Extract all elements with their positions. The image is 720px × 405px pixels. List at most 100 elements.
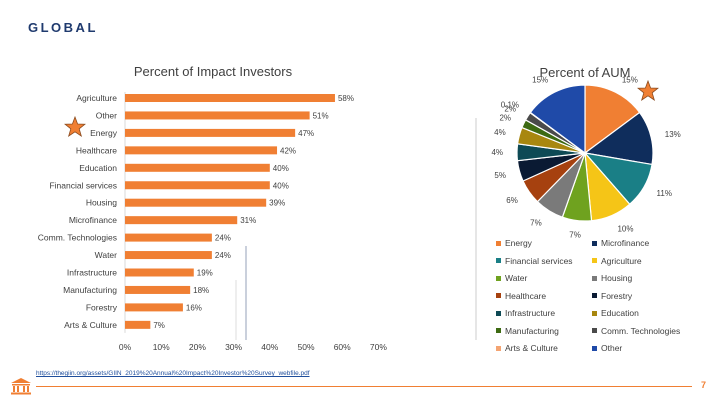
source-link[interactable]: https://thegiin.org/assets/GIIN_2019%20A… (36, 370, 310, 377)
legend-label: Healthcare (505, 290, 547, 301)
bar-value-label: 31% (240, 216, 256, 225)
legend-label: Microfinance (601, 238, 650, 248)
pie-value-label: 13% (665, 130, 681, 139)
legend-swatch (496, 240, 501, 246)
pie-value-label: 0.1% (501, 100, 519, 109)
pie-value-label: 7% (530, 219, 542, 228)
bar-category-label: Comm. Technologies (38, 233, 117, 243)
bar-category-label: Infrastructure (67, 268, 117, 278)
bar (125, 320, 151, 329)
pie-value-label: 11% (657, 189, 672, 198)
pie-value-label: 4% (494, 128, 506, 137)
legend-item: Infrastructure (496, 308, 555, 318)
bar (125, 181, 270, 190)
bar (125, 285, 191, 294)
pie-value-label: 15% (622, 76, 638, 85)
bar-category-label: Housing (86, 198, 117, 208)
legend-label: Forestry (601, 290, 633, 301)
legend-item: Other (592, 343, 622, 353)
bar-x-tick-label: 30% (225, 342, 242, 352)
legend-swatch (592, 293, 597, 298)
bar-value-label: 7% (153, 321, 165, 330)
legend-item: Healthcare (496, 291, 546, 301)
pie-slice (529, 84, 586, 155)
bar-value-label: 24% (215, 234, 231, 243)
legend-swatch (496, 310, 501, 316)
bar-value-label: 19% (197, 269, 213, 278)
bar (125, 146, 278, 155)
bar (125, 94, 335, 102)
legend-item: Agriculture (592, 256, 642, 266)
bar-category-label: Forestry (86, 302, 118, 312)
legend-label: Infrastructure (505, 308, 556, 318)
bar-category-label: Financial services (49, 180, 117, 190)
bar (125, 303, 183, 312)
bar-category-label: Microfinance (69, 215, 117, 225)
bar-value-label: 42% (280, 146, 296, 155)
legend-item: Forestry (592, 291, 632, 301)
legend-item: Arts & Culture (496, 343, 558, 353)
bar (125, 163, 270, 172)
bar-x-tick-label: 10% (153, 342, 170, 352)
page-number: 7 (700, 380, 706, 390)
bar (125, 268, 194, 277)
bar-value-label: 40% (273, 164, 289, 173)
bar (125, 111, 310, 120)
star-icon (637, 80, 659, 102)
legend-swatch (592, 258, 597, 263)
legend-swatch (592, 328, 597, 333)
legend-swatch (496, 258, 501, 263)
bar-x-tick-label: 60% (334, 342, 351, 352)
bar-value-label: 39% (269, 199, 285, 208)
legend-label: Arts & Culture (505, 343, 558, 353)
bar-category-label: Healthcare (76, 145, 117, 155)
pie-value-label: 10% (617, 224, 633, 233)
bar (125, 216, 238, 225)
bar-x-tick-label: 0% (119, 342, 132, 352)
legend-label: Water (505, 273, 528, 283)
legend-label: Energy (505, 238, 532, 248)
bar-category-label: Other (96, 110, 117, 120)
legend-swatch (592, 275, 597, 281)
bar-value-label: 47% (298, 129, 314, 138)
legend-label: Housing (601, 273, 633, 283)
pie-slice (584, 84, 641, 155)
bar-value-label: 24% (215, 251, 231, 260)
legend-label: Education (601, 308, 639, 318)
legend-item: Education (592, 308, 639, 318)
pie-chart-title: Percent of AUM (539, 65, 630, 80)
bar-category-label: Education (79, 163, 117, 173)
bar-x-tick-label: 70% (370, 342, 387, 352)
bar (125, 198, 267, 207)
bar-category-label: Agriculture (76, 93, 117, 103)
bar-category-label: Arts & Culture (64, 320, 117, 330)
star-icon (64, 116, 86, 138)
bar-value-label: 18% (193, 286, 209, 295)
university-logo-icon (10, 377, 32, 395)
legend-item: Manufacturing (496, 326, 559, 336)
bar-x-tick-label: 40% (261, 342, 278, 352)
legend-swatch (496, 275, 501, 281)
pie-value-label: 6% (506, 196, 518, 205)
legend-swatch (496, 293, 501, 298)
legend-item: Financial services (496, 256, 573, 266)
pie-value-label: 15% (532, 76, 548, 85)
legend-item: Housing (592, 273, 632, 283)
legend-item: Microfinance (592, 238, 649, 248)
legend-item: Comm. Technologies (592, 326, 680, 336)
slide-heading: GLOBAL (28, 20, 98, 35)
legend-swatch (592, 240, 597, 246)
bar-value-label: 40% (273, 181, 289, 190)
legend-swatch (592, 345, 597, 351)
legend-item: Water (496, 273, 527, 283)
legend-label: Financial services (505, 255, 573, 266)
bar-value-label: 16% (186, 303, 202, 312)
bar-x-tick-label: 20% (189, 342, 206, 352)
legend-swatch (496, 345, 501, 351)
legend-swatch (496, 328, 501, 333)
pie-value-label: 7% (569, 230, 581, 239)
legend-swatch (592, 310, 597, 316)
bar-category-label: Energy (90, 128, 118, 138)
bar-category-label: Manufacturing (63, 285, 117, 295)
